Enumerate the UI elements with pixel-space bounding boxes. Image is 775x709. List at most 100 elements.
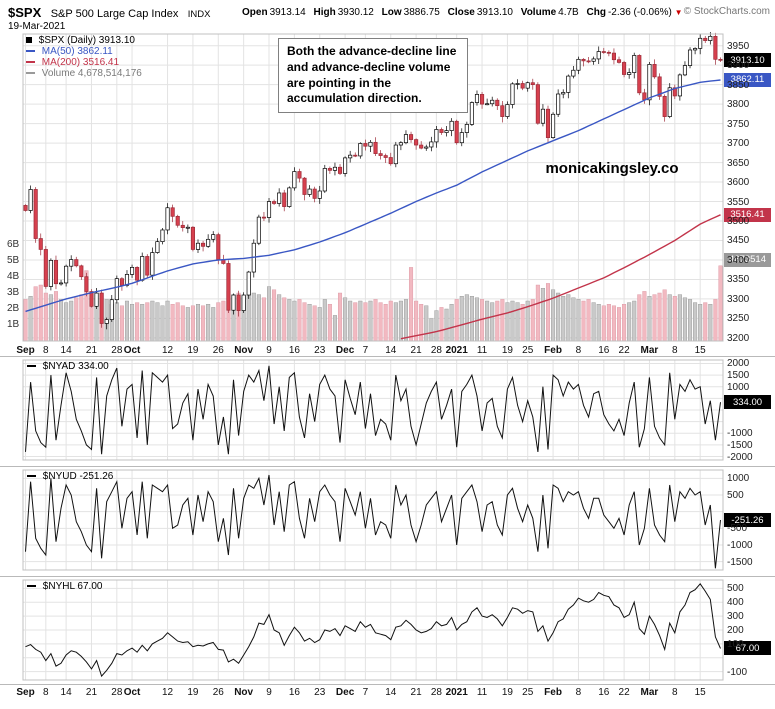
y-axis-tick-label: 500 bbox=[727, 583, 744, 595]
x-axis-tick-label: 12 bbox=[162, 687, 174, 698]
x-axis-tick-label: Mar bbox=[640, 687, 659, 698]
candle-body bbox=[353, 154, 358, 157]
ma50-line-icon bbox=[26, 50, 35, 53]
candle-body bbox=[718, 58, 723, 61]
volume-bar bbox=[38, 284, 43, 342]
volume-bar bbox=[515, 302, 520, 342]
x-axis-tick-label: 26 bbox=[212, 345, 224, 356]
volume-bar bbox=[566, 294, 571, 342]
y-axis-tick-label: 100 bbox=[727, 638, 744, 650]
candle-body bbox=[119, 278, 124, 286]
candle-body bbox=[540, 108, 545, 124]
volume-bar bbox=[145, 302, 150, 342]
plot-frame bbox=[22, 469, 724, 571]
candle-body bbox=[130, 267, 135, 275]
y-axis-tick-label: 1000 bbox=[727, 473, 750, 485]
x-axis-tick-label: Feb bbox=[544, 687, 562, 698]
x-axis-tick-label: 12 bbox=[162, 345, 174, 356]
volume-value: 4.7B bbox=[558, 7, 579, 18]
volume-bar bbox=[606, 304, 611, 342]
volume-bar bbox=[272, 289, 277, 342]
candle-body bbox=[368, 141, 373, 147]
volume-bar bbox=[667, 294, 672, 342]
nyud-line-icon bbox=[27, 475, 36, 478]
candle-body bbox=[525, 82, 530, 89]
y-axis-tick-label: 3950 bbox=[727, 40, 750, 52]
candle-body bbox=[23, 205, 28, 211]
candle-body bbox=[642, 92, 647, 101]
ma200-line bbox=[400, 214, 721, 340]
candle-body bbox=[388, 157, 393, 165]
volume-bar bbox=[74, 297, 79, 342]
volume-bar bbox=[201, 305, 206, 342]
candle-body bbox=[703, 37, 708, 41]
last-price-box: 3913.10 bbox=[724, 53, 771, 68]
volume-bar bbox=[373, 299, 378, 342]
candle-body bbox=[545, 108, 551, 138]
volume-bar bbox=[677, 294, 682, 342]
candle-body bbox=[495, 99, 500, 107]
volume-bar bbox=[591, 302, 596, 342]
candle-body bbox=[662, 95, 667, 117]
y-axis-tick-label: 300 bbox=[727, 611, 744, 623]
candle-body bbox=[109, 299, 114, 320]
candle-body bbox=[99, 292, 104, 324]
x-axis-tick-label: Dec bbox=[335, 345, 355, 356]
candlestick-icon bbox=[26, 37, 32, 44]
candle-body bbox=[160, 229, 165, 243]
volume-bar bbox=[510, 300, 515, 342]
volume-bar bbox=[535, 284, 540, 342]
volume-bar bbox=[114, 302, 119, 342]
copyright-link[interactable]: © StockCharts.com bbox=[683, 6, 770, 17]
y-axis-tick-label: -1500 bbox=[727, 439, 753, 451]
volume-bar bbox=[277, 294, 282, 342]
candle-body bbox=[485, 103, 490, 106]
volume-bar bbox=[409, 267, 414, 342]
candle-body bbox=[150, 252, 155, 276]
candle-body bbox=[261, 216, 266, 219]
y-axis-tick-label: -2000 bbox=[727, 451, 753, 463]
y-axis-tick-label: 1000 bbox=[727, 381, 750, 393]
volume-bar bbox=[251, 292, 256, 342]
nyud-legend-label: $NYUD -251.26 bbox=[42, 471, 114, 482]
volume-bar bbox=[672, 296, 677, 342]
candle-body bbox=[622, 62, 627, 75]
volume-bar bbox=[505, 302, 510, 342]
candle-body bbox=[454, 120, 459, 144]
candle-body bbox=[216, 234, 221, 260]
chg-label: Chg bbox=[586, 7, 606, 18]
volume-bar bbox=[358, 300, 363, 342]
candle-body bbox=[657, 76, 662, 97]
candle-body bbox=[89, 291, 94, 307]
x-axis-tick-label: 19 bbox=[187, 345, 199, 356]
x-axis-tick-label: 28 bbox=[430, 687, 442, 698]
x-axis-tick-label: 14 bbox=[60, 687, 72, 698]
candle-body bbox=[302, 177, 307, 195]
volume-bar bbox=[637, 294, 642, 342]
volume-bar bbox=[307, 304, 312, 342]
y-axis-tick-label: 500 bbox=[727, 490, 744, 501]
x-axis-tick-label: 22 bbox=[618, 687, 630, 698]
candle-body bbox=[180, 224, 185, 228]
volume-bar bbox=[393, 302, 398, 342]
volume-bar bbox=[647, 296, 652, 342]
volume-bar bbox=[611, 305, 616, 342]
x-axis-tick-label: Mar bbox=[640, 345, 659, 356]
y-axis-tick-label: -1500 bbox=[727, 556, 753, 568]
candle-body bbox=[510, 83, 515, 105]
x-axis-tick-label: 11 bbox=[476, 345, 488, 356]
ma200-legend-label: MA(200) 3516.41 bbox=[41, 57, 120, 68]
plot-frame bbox=[22, 579, 724, 681]
candle-body bbox=[652, 64, 657, 78]
candle-body bbox=[348, 154, 353, 159]
volume-bar bbox=[180, 305, 185, 342]
x-axis-tick-label: 7 bbox=[362, 345, 369, 356]
nyhl-panel-chart bbox=[22, 579, 724, 681]
volume-bar bbox=[302, 302, 307, 342]
volume-bar bbox=[195, 304, 200, 342]
volume-bar bbox=[170, 304, 175, 342]
price-legend-label: $SPX (Daily) 3913.10 bbox=[38, 35, 135, 46]
candle-body bbox=[48, 260, 53, 287]
volume-bar bbox=[652, 294, 657, 342]
